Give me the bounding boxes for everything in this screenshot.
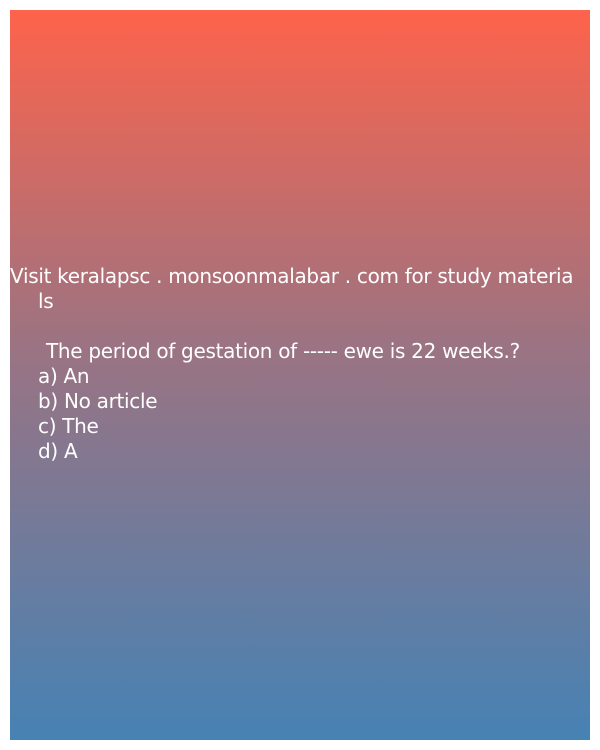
- question-card: Visit keralapsc . monsoonmalabar . com f…: [10, 10, 590, 740]
- option-b: b) No article: [38, 389, 158, 413]
- question-text: The period of gestation of ----- ewe is …: [46, 339, 520, 363]
- option-d: d) A: [38, 439, 78, 463]
- option-a: a) An: [38, 364, 90, 388]
- question-text-block: Visit keralapsc . monsoonmalabar . com f…: [10, 264, 590, 464]
- option-c: c) The: [38, 414, 99, 438]
- source-line-part1: Visit keralapsc . monsoonmalabar . com f…: [10, 264, 574, 288]
- blank-line: [10, 314, 590, 339]
- source-line-part2: ls: [38, 289, 54, 313]
